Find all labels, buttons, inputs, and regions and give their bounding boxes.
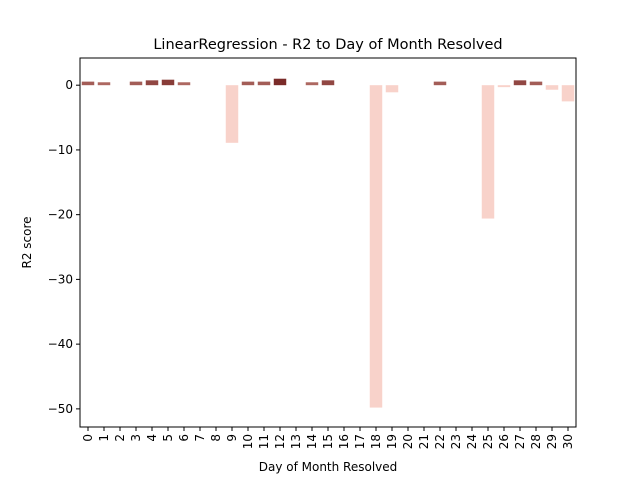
bar-day-28: [529, 81, 543, 86]
x-tick-label: 3: [129, 434, 143, 442]
x-tick-label: 26: [497, 434, 511, 449]
bar-day-11: [257, 81, 271, 86]
bar-day-27: [513, 80, 527, 86]
x-tick-label: 24: [465, 434, 479, 449]
x-tick-label: 10: [241, 434, 255, 449]
plot-frame: [79, 57, 577, 428]
x-axis-label: Day of Month Resolved: [259, 460, 398, 474]
x-tick-label: 2: [113, 434, 127, 442]
x-tick-label: 6: [177, 434, 191, 442]
bar-day-12: [273, 78, 287, 86]
y-tick-label: −40: [48, 337, 73, 351]
bar-day-22: [433, 81, 447, 86]
x-tick-label: 20: [401, 434, 415, 449]
x-tick-label: 4: [145, 434, 159, 442]
bar-day-1: [97, 82, 111, 86]
x-tick-label: 8: [209, 434, 223, 442]
x-tick-label: 9: [225, 434, 239, 442]
chart-title: LinearRegression - R2 to Day of Month Re…: [153, 37, 502, 53]
x-tick-label: 7: [193, 434, 207, 442]
bar-day-5: [161, 79, 175, 86]
bar-day-18: [369, 85, 383, 408]
bar-day-25: [481, 85, 495, 219]
x-tick-label: 11: [257, 434, 271, 449]
x-tick-label: 22: [433, 434, 447, 449]
x-tick-label: 30: [561, 434, 575, 449]
bar-day-19: [385, 85, 399, 93]
x-tick-label: 28: [529, 434, 543, 449]
x-tick-label: 5: [161, 434, 175, 442]
x-tick-label: 18: [369, 434, 383, 449]
bar-day-6: [177, 82, 191, 86]
bar-day-30: [561, 85, 575, 102]
x-tick-label: 21: [417, 434, 431, 449]
x-tick-label: 27: [513, 434, 527, 449]
x-tick-label: 29: [545, 434, 559, 449]
y-axis-label: R2 score: [20, 216, 34, 268]
x-tick-label: 14: [305, 434, 319, 449]
bar-day-4: [145, 80, 159, 86]
y-tick-label: −10: [48, 143, 73, 157]
bar-day-26: [497, 85, 511, 88]
x-tick-label: 17: [353, 434, 367, 449]
y-tick-label: 0: [65, 78, 73, 92]
x-tick-label: 0: [81, 434, 95, 442]
bar-day-9: [225, 85, 239, 143]
x-tick-label: 23: [449, 434, 463, 449]
bars-group: [81, 78, 575, 408]
bar-day-29: [545, 85, 559, 90]
x-tick-label: 1: [97, 434, 111, 442]
bar-day-10: [241, 81, 255, 86]
y-tick-label: −30: [48, 272, 73, 286]
x-tick-label: 15: [321, 434, 335, 449]
y-axis: 0 −10 −20 −30 −40 −50: [48, 78, 80, 416]
x-tick-label: 25: [481, 434, 495, 449]
y-tick-label: −50: [48, 402, 73, 416]
bar-day-15: [321, 80, 335, 86]
x-tick-label: 16: [337, 434, 351, 449]
bar-day-3: [129, 81, 143, 86]
x-tick-label: 13: [289, 434, 303, 449]
y-tick-label: −20: [48, 208, 73, 222]
x-axis: 0 1 2 3 4 5 6 7 8 9 10 11 12 13 14 15 16 17 18 19 20 21 22 23 24…: [81, 427, 575, 449]
x-tick-label: 19: [385, 434, 399, 449]
bar-day-0: [81, 81, 95, 86]
bar-day-14: [305, 82, 319, 86]
x-tick-label: 12: [273, 434, 287, 449]
